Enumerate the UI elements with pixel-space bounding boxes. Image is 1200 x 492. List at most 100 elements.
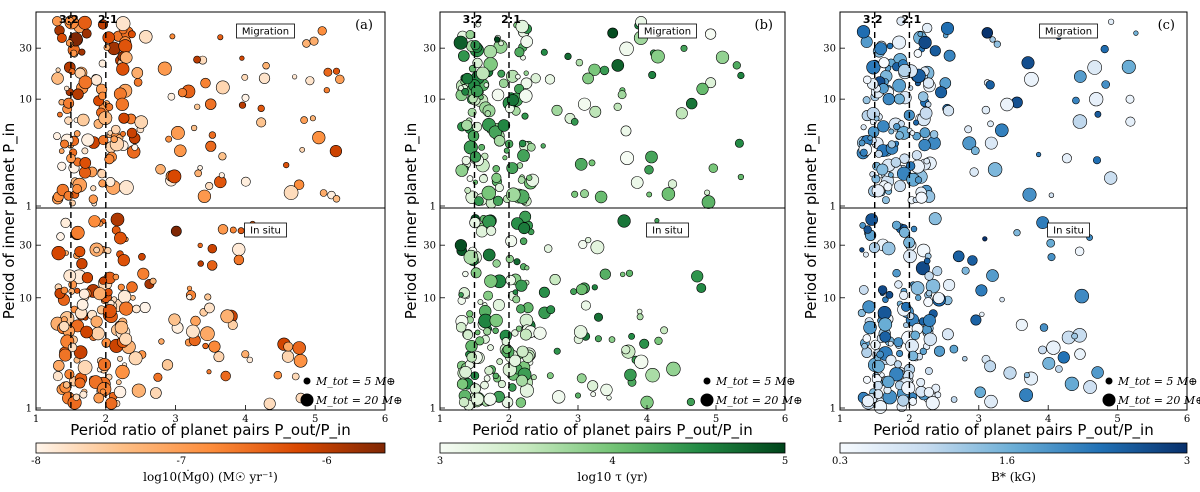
data-point [205, 140, 217, 152]
data-point [487, 344, 494, 351]
data-point [80, 325, 93, 339]
data-point [544, 74, 556, 85]
data-point [332, 195, 341, 203]
data-point [929, 130, 939, 139]
data-point [630, 176, 644, 189]
data-point [858, 285, 869, 295]
subpanel-label: In situ [250, 226, 281, 237]
data-point [910, 225, 918, 233]
data-point [881, 241, 896, 256]
data-point [708, 163, 718, 173]
data-point [200, 77, 211, 89]
data-point [1074, 288, 1090, 304]
colorbar-label: log10 τ (yr) [577, 470, 647, 484]
subpanel-label: In situ [1053, 226, 1084, 237]
data-point [93, 287, 107, 301]
y-tick-label: 1 [430, 404, 436, 415]
x-tick-label: 4 [242, 414, 248, 425]
data-point [906, 312, 915, 320]
data-point [506, 94, 519, 107]
data-point [150, 387, 162, 399]
data-point [611, 59, 625, 72]
data-point [241, 350, 250, 359]
data-point [515, 397, 527, 408]
data-point [157, 61, 172, 76]
data-point [453, 35, 468, 50]
data-point [93, 246, 100, 254]
data-point [924, 271, 934, 281]
y-tick-label: 30 [823, 241, 836, 252]
data-point [62, 381, 71, 389]
data-point [943, 278, 956, 291]
x-axis-label: Period ratio of planet pairs P_out/P_in [873, 421, 1153, 440]
data-point [456, 378, 469, 390]
data-point [1071, 332, 1078, 340]
data-point [979, 311, 985, 317]
data-point [457, 50, 470, 62]
data-point [283, 341, 294, 352]
x-tick-label: 5 [1114, 414, 1120, 425]
scatter-in-situ [454, 210, 707, 411]
data-point [940, 21, 954, 35]
data-point [205, 98, 217, 110]
data-point [896, 349, 904, 357]
data-point [620, 125, 632, 137]
data-point [1023, 372, 1030, 379]
data-point [291, 372, 300, 381]
data-point [585, 237, 592, 244]
data-point [974, 386, 986, 398]
x-tick-label: 1 [837, 414, 843, 425]
data-point [863, 225, 872, 234]
data-point [119, 332, 133, 346]
data-point [79, 288, 90, 300]
data-point [502, 345, 512, 354]
data-point [696, 283, 707, 293]
data-point [923, 387, 935, 398]
data-point [546, 305, 556, 315]
data-point [208, 340, 221, 353]
data-point [215, 80, 230, 95]
data-point [922, 22, 933, 34]
legend-marker-large [700, 393, 714, 407]
data-point [923, 157, 930, 165]
data-point [590, 391, 597, 398]
resonance-label: 2:1 [98, 13, 118, 26]
data-point [218, 152, 227, 161]
data-point [942, 328, 954, 341]
data-point [170, 125, 185, 140]
data-point [577, 97, 591, 111]
data-point [218, 172, 225, 179]
colorbar [839, 442, 1188, 454]
data-point [512, 295, 521, 304]
data-point [607, 27, 619, 39]
data-point [923, 332, 937, 346]
data-point [484, 110, 491, 117]
colorbar-tick-label: 0.3 [832, 456, 848, 467]
data-point [161, 359, 174, 371]
subpanel-box [646, 222, 689, 238]
data-point [305, 76, 315, 86]
resonance-label: 2:1 [501, 13, 521, 26]
data-point [103, 44, 111, 51]
x-tick-label: 4 [1045, 414, 1051, 425]
data-point [478, 143, 486, 151]
data-point [877, 305, 892, 320]
data-point [470, 40, 481, 51]
data-point [63, 269, 77, 283]
data-point [473, 196, 484, 206]
data-point [645, 368, 660, 383]
data-point [60, 139, 69, 149]
colorbar-tick-label: 5 [782, 456, 788, 467]
data-point [317, 26, 327, 36]
data-point [456, 322, 467, 333]
x-axis-label: Period ratio of planet pairs P_out/P_in [70, 421, 350, 440]
data-point [515, 73, 521, 80]
data-point [899, 290, 909, 300]
data-point [910, 281, 925, 295]
data-point [115, 16, 131, 31]
legend-label-large: M_tot = 20 M⊕ [715, 394, 802, 407]
data-point [892, 35, 906, 50]
data-point [58, 348, 72, 362]
data-point [483, 44, 497, 59]
data-point [56, 232, 65, 241]
